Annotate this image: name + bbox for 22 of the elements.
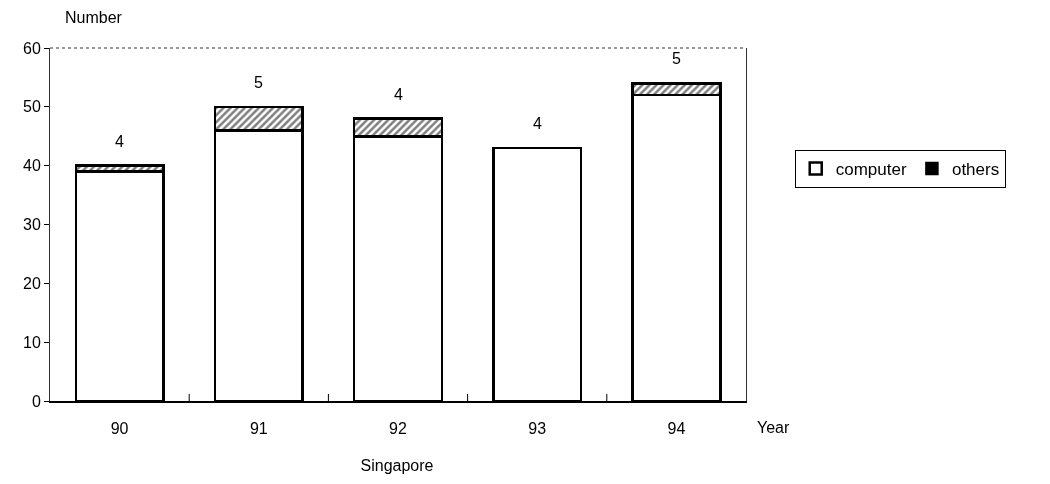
x-axis-title: Year <box>757 419 790 436</box>
y-tick-label: 50 <box>23 98 41 116</box>
y-axis-title: Number <box>65 9 123 26</box>
annotation: 5 <box>254 74 263 91</box>
y-tick-label: 40 <box>23 157 41 175</box>
x-tick-label: 91 <box>249 419 268 437</box>
annotation: 5 <box>672 50 681 67</box>
x-tick-label: 94 <box>667 419 686 437</box>
annotation: 4 <box>115 133 124 150</box>
y-tick-label: 20 <box>23 274 41 292</box>
legend-label: computer <box>835 160 907 180</box>
legend-label: others <box>951 160 1000 180</box>
y-tick-label: 10 <box>23 333 41 351</box>
y-tick-label: 60 <box>23 39 41 57</box>
annotation: 4 <box>394 86 403 103</box>
x-tick-label: 93 <box>528 419 547 437</box>
x-tick-label: 92 <box>389 419 407 437</box>
x-tick-label: 90 <box>110 419 129 437</box>
y-tick-label: 30 <box>23 216 41 234</box>
annotation: 4 <box>533 115 542 132</box>
y-tick-label: 0 <box>31 392 41 410</box>
text: Singapore <box>360 456 434 474</box>
